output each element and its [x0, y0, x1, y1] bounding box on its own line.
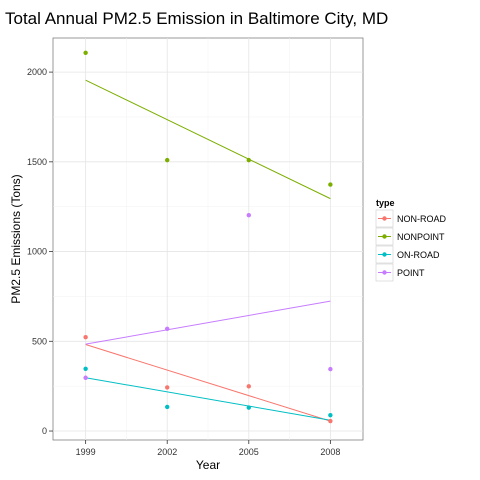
x-axis-title: Year — [196, 458, 220, 472]
data-point-on-road — [246, 405, 251, 410]
trend-line-nonpoint — [85, 79, 331, 200]
legend-label: NON-ROAD — [397, 214, 446, 224]
data-point-nonpoint — [83, 50, 88, 55]
data-point-nonpoint — [246, 157, 251, 163]
legend-label: NONPOINT — [397, 232, 445, 242]
y-tick-label: 0 — [42, 426, 47, 436]
y-tick-label: 1000 — [27, 247, 47, 257]
data-point-point — [328, 366, 333, 372]
x-tick-label: 2005 — [239, 447, 259, 457]
data-point-on-road — [328, 412, 333, 418]
data-point-non-road — [83, 334, 88, 340]
x-tick-label: 2002 — [157, 447, 177, 457]
legend-item-on-road: ON-ROAD — [375, 245, 440, 264]
x-tick-label: 2008 — [320, 447, 340, 457]
legend-title: type — [376, 198, 395, 208]
data-point-non-road — [165, 385, 170, 390]
data-point-point — [83, 375, 88, 380]
legend-key-point — [382, 216, 387, 221]
legend-key-point — [382, 252, 387, 257]
legend-item-non-road: NON-ROAD — [375, 209, 446, 228]
legend-item-nonpoint: NONPOINT — [375, 227, 445, 246]
y-tick-label: 500 — [32, 336, 47, 346]
data-point-non-road — [246, 384, 251, 389]
data-point-nonpoint — [328, 182, 333, 187]
legend-key-point — [382, 234, 387, 239]
y-tick-label: 1500 — [27, 157, 47, 167]
y-axis: 0 500 1000 1500 2000 — [27, 67, 53, 436]
data-point-nonpoint — [165, 157, 170, 163]
trend-line-on-road — [85, 377, 331, 421]
legend-item-point: POINT — [375, 263, 425, 282]
legend-label: POINT — [397, 268, 425, 278]
trend-line-point — [85, 300, 331, 345]
data-point-point — [165, 326, 170, 332]
trend-line-non-road — [85, 344, 331, 422]
legend: type NON-ROAD NONPOINT ON-ROAD POINT — [375, 198, 446, 282]
data-point-on-road — [83, 366, 88, 371]
legend-label: ON-ROAD — [397, 250, 440, 260]
y-tick-label: 2000 — [27, 67, 47, 77]
x-axis: 1999 2002 2005 2008 — [76, 440, 340, 457]
y-axis-title: PM2.5 Emissions (Tons) — [9, 174, 23, 303]
chart-title: Total Annual PM2.5 Emission in Baltimore… — [5, 9, 388, 28]
data-point-on-road — [165, 404, 170, 410]
legend-key-point — [382, 270, 387, 275]
data-points — [83, 50, 333, 424]
data-point-point — [246, 213, 251, 218]
x-tick-label: 1999 — [76, 447, 96, 457]
data-point-non-road — [328, 418, 333, 424]
trend-lines — [85, 79, 331, 422]
